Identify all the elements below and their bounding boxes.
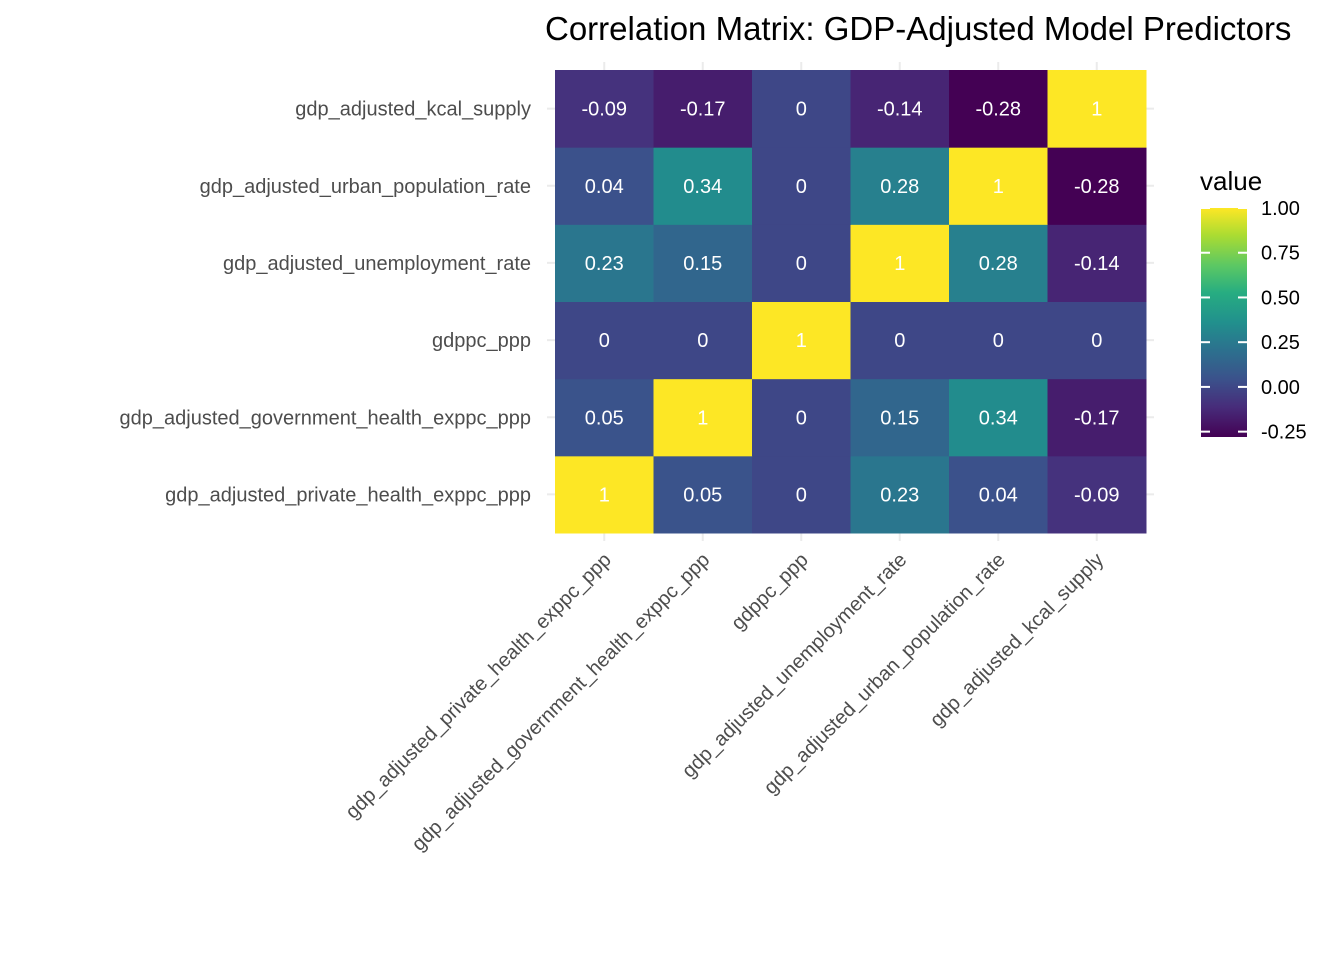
y-tick-label: gdp_adjusted_unemployment_rate (223, 253, 531, 275)
heatmap-cell (850, 70, 950, 148)
heatmap-cell (1047, 455, 1147, 534)
cell-value-label: -0.17 (680, 99, 726, 121)
heatmap-cell (850, 455, 950, 534)
cell-value-label: 1 (599, 484, 610, 506)
heatmap-cell (949, 147, 1048, 225)
heatmap-cells (555, 70, 1147, 534)
heatmap-cell (555, 455, 654, 534)
heatmap-cell (850, 147, 950, 225)
y-axis-labels: gdp_adjusted_private_health_exppc_ppp gdp… (120, 99, 531, 507)
heatmap-cell (949, 70, 1048, 148)
cell-value-label: 1 (894, 253, 905, 275)
cell-value-label: 0.28 (880, 176, 919, 198)
heatmap-cell (752, 224, 851, 302)
cell-value-label: -0.28 (1074, 176, 1120, 198)
cell-value-label: -0.17 (1074, 407, 1120, 429)
color-legend: value 1.00 0.75 0.50 0.25 0.00 -0.25 (1200, 166, 1307, 444)
heatmap-cell (555, 378, 654, 457)
heatmap-cell (1047, 70, 1147, 148)
cell-value-label: 0 (796, 176, 807, 198)
heatmap-cell (850, 224, 950, 302)
cell-value-label: 0.04 (979, 484, 1018, 506)
heatmap-cell (555, 224, 654, 302)
cell-value-label: -0.09 (1074, 484, 1120, 506)
cell-value-label: 0 (796, 407, 807, 429)
cell-value-label: 0 (1091, 330, 1102, 352)
heatmap-cell (653, 301, 753, 380)
cell-value-label: 0.15 (683, 253, 722, 275)
legend-tick-label: 0.25 (1261, 332, 1300, 354)
cell-value-label: 0 (894, 330, 905, 352)
heatmap-cell (752, 455, 851, 534)
cell-value-label: 0 (697, 330, 708, 352)
cell-value-label: 0 (993, 330, 1004, 352)
cell-value-label: 0.04 (585, 176, 624, 198)
heatmap-cell (850, 301, 950, 380)
cell-value-label: -0.14 (877, 99, 923, 121)
heatmap-cell (1047, 301, 1147, 380)
cell-value-label: 0.05 (683, 484, 722, 506)
cell-value-label: 0 (796, 99, 807, 121)
heatmap-cell (653, 70, 753, 148)
legend-colorbar (1201, 208, 1247, 437)
x-tick-label: gdp_adjusted_kcal_supply (926, 549, 1108, 731)
cell-value-label: 1 (1091, 99, 1102, 121)
heatmap-cell (949, 301, 1048, 380)
legend-tick-label: 0.75 (1261, 243, 1300, 265)
cell-value-label: 0 (796, 253, 807, 275)
heatmap-cell (555, 147, 654, 225)
cell-value-label: 0.34 (683, 176, 722, 198)
heatmap-cell (653, 455, 753, 534)
heatmap-cell (752, 301, 851, 380)
cell-value-label: 0.28 (979, 253, 1018, 275)
cell-value-label: 0.23 (880, 484, 919, 506)
x-tick-label: gdppc_ppp (727, 549, 813, 635)
cell-value-label: 0 (796, 484, 807, 506)
heatmap-cell (1047, 147, 1147, 225)
cell-value-label: 0.23 (585, 253, 624, 275)
cell-value-label: 0.34 (979, 407, 1018, 429)
heatmap-cell-labels: 1 0.05 0 0.23 0.04 -0.09 0.05 1 0 0.15 0.34 -0.17 0 0… (581, 99, 1119, 507)
heatmap-cell (752, 147, 851, 225)
heatmap-cell (653, 224, 753, 302)
heatmap-cell (555, 301, 654, 380)
heatmap-cell (850, 378, 950, 457)
cell-value-label: 0.05 (585, 407, 624, 429)
heatmap-cell (949, 378, 1048, 457)
cell-value-label: 0.15 (880, 407, 919, 429)
heatmap-cell (653, 147, 753, 225)
y-tick-label: gdppc_ppp (432, 330, 531, 352)
heatmap-cell (1047, 378, 1147, 457)
heatmap-cell (752, 378, 851, 457)
cell-value-label: -0.09 (581, 99, 627, 121)
y-tick-label: gdp_adjusted_urban_population_rate (200, 176, 531, 198)
heatmap-cell (653, 378, 753, 457)
y-tick-label: gdp_adjusted_government_health_exppc_ppp (120, 407, 531, 429)
legend-tick-label: 0.00 (1261, 377, 1300, 399)
heatmap-cell (752, 70, 851, 148)
y-tick-label: gdp_adjusted_private_health_exppc_ppp (165, 484, 531, 506)
heatmap-cell (1047, 224, 1147, 302)
heatmap-cell (949, 224, 1048, 302)
legend-tick-label: 0.50 (1261, 287, 1300, 309)
cell-value-label: 0 (599, 330, 610, 352)
x-axis-labels: gdp_adjusted_private_health_exppc_pppgdp… (342, 549, 1109, 855)
legend-tick-label: 1.00 (1261, 198, 1300, 220)
heatmap-cell (949, 455, 1048, 534)
legend-title: value (1200, 166, 1262, 196)
chart-title: Correlation Matrix: GDP-Adjusted Model P… (545, 10, 1291, 47)
cell-value-label: 1 (993, 176, 1004, 198)
y-tick-label: gdp_adjusted_kcal_supply (295, 99, 531, 121)
heatmap-cell (555, 70, 654, 148)
cell-value-label: -0.14 (1074, 253, 1120, 275)
cell-value-label: 1 (697, 407, 708, 429)
cell-value-label: 1 (796, 330, 807, 352)
legend-tick-label: -0.25 (1261, 422, 1307, 444)
cell-value-label: -0.28 (975, 99, 1021, 121)
